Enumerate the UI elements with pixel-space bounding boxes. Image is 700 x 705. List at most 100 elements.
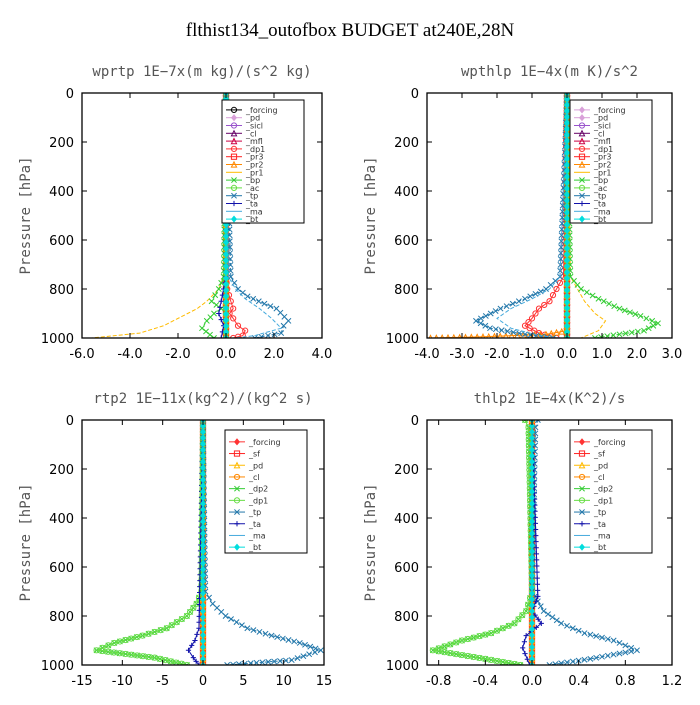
legend-item-tp: _tp: [574, 508, 606, 517]
legend-marker: [579, 114, 585, 122]
y-tick-label: 0: [411, 87, 419, 102]
figure-title: flthist134_outofbox BUDGET at240E,28N: [185, 20, 515, 41]
data-point: [262, 630, 269, 637]
data-point: [99, 644, 106, 651]
data-point: [549, 614, 556, 621]
x-tick-label: 0.0: [557, 347, 578, 362]
panel-title: thlp2 1E−4x(K^2)/s: [474, 391, 626, 407]
data-point: [557, 261, 564, 268]
legend-item-tp: _tp: [226, 192, 258, 201]
legend-marker: [234, 543, 240, 551]
x-tick-label: 5: [239, 674, 247, 689]
data-point: [312, 649, 318, 656]
data-point: [511, 620, 518, 627]
data-point: [558, 620, 565, 627]
data-point: [227, 273, 234, 280]
data-point: [470, 634, 477, 641]
data-point: [145, 630, 152, 637]
data-point: [533, 539, 539, 545]
data-point: [546, 662, 553, 665]
legend-marker: [230, 160, 238, 168]
legend-item-cl: _cl: [574, 473, 605, 482]
y-tick-label: 200: [394, 463, 419, 478]
data-point: [581, 630, 588, 637]
legend: _forcing _sf _pd _cl _dp2 _dp1 _tp _ta _ma _bt: [224, 429, 308, 554]
y-tick-label: 200: [394, 136, 419, 151]
data-point: [549, 292, 557, 299]
legend-marker: [579, 438, 585, 446]
x-tick-label: 0.0: [522, 674, 543, 689]
legend-label: _tp: [245, 192, 258, 201]
data-point: [190, 604, 197, 611]
data-point: [650, 322, 657, 329]
data-point: [218, 317, 224, 323]
data-point: [545, 611, 551, 618]
data-point: [515, 298, 522, 305]
data-point: [558, 238, 565, 245]
data-point: [558, 232, 565, 239]
data-point: [238, 622, 245, 629]
legend-item-ac: _ac: [574, 184, 607, 193]
legend-label: _ac: [593, 184, 607, 193]
data-point: [193, 658, 199, 664]
data-point: [526, 325, 533, 332]
data-point: [199, 325, 205, 332]
data-point: [487, 325, 493, 332]
data-point: [535, 587, 541, 593]
legend-item-dp1: _dp1: [574, 496, 613, 505]
data-point: [441, 643, 448, 650]
data-point: [99, 647, 106, 655]
x-tick-label: -10: [112, 674, 133, 689]
data-point: [522, 295, 528, 302]
legend-label: _pr2: [245, 161, 263, 170]
legend-label: _ac: [245, 184, 259, 193]
legend-marker: [578, 153, 586, 160]
x-tick-label: -0.8: [426, 674, 451, 689]
plot-frame: [426, 92, 673, 339]
data-point: [274, 634, 281, 641]
data-point: [569, 625, 576, 632]
series-ma: [225, 93, 283, 338]
legend-label: _pd: [593, 114, 608, 123]
legend-label: _tp: [593, 508, 606, 517]
data-point: [134, 652, 141, 659]
data-point: [616, 639, 623, 646]
legend-marker: [578, 497, 586, 504]
data-point: [622, 649, 629, 656]
data-point: [216, 310, 222, 317]
legend-item-pr2: _pr2: [226, 161, 263, 170]
data-point: [536, 330, 544, 338]
legend-item-bt: _bt: [574, 543, 606, 552]
legend-label: _pr1: [245, 168, 263, 177]
legend-marker: [233, 461, 241, 469]
data-point: [511, 660, 518, 665]
data-point: [604, 652, 611, 659]
x-tick-label: -1.0: [519, 347, 544, 362]
legend-label: _cl: [245, 129, 257, 138]
legend-label: _dp1: [593, 496, 613, 505]
data-point: [503, 303, 510, 310]
data-point: [616, 305, 623, 312]
legend-label: _bt: [248, 543, 261, 552]
data-point: [447, 641, 454, 648]
y-tick-label: 600: [49, 561, 74, 576]
legend-marker: [233, 497, 241, 504]
legend-marker: [230, 184, 238, 191]
legend-marker: [578, 450, 586, 457]
legend-item-pr1: _pr1: [574, 168, 611, 177]
data-point: [435, 645, 442, 652]
data-point: [521, 639, 528, 645]
y-tick-label: 600: [49, 234, 74, 249]
data-point: [523, 633, 529, 639]
data-point: [498, 327, 505, 334]
data-point: [296, 639, 303, 646]
x-tick-label: 2.0: [264, 347, 285, 362]
legend-marker: [579, 106, 585, 114]
y-tick-label: 200: [49, 463, 74, 478]
legend-item-ma: _ma: [226, 207, 263, 216]
data-point: [194, 631, 200, 637]
legend-marker: [578, 461, 586, 469]
data-point: [278, 330, 285, 337]
data-point: [622, 642, 629, 649]
